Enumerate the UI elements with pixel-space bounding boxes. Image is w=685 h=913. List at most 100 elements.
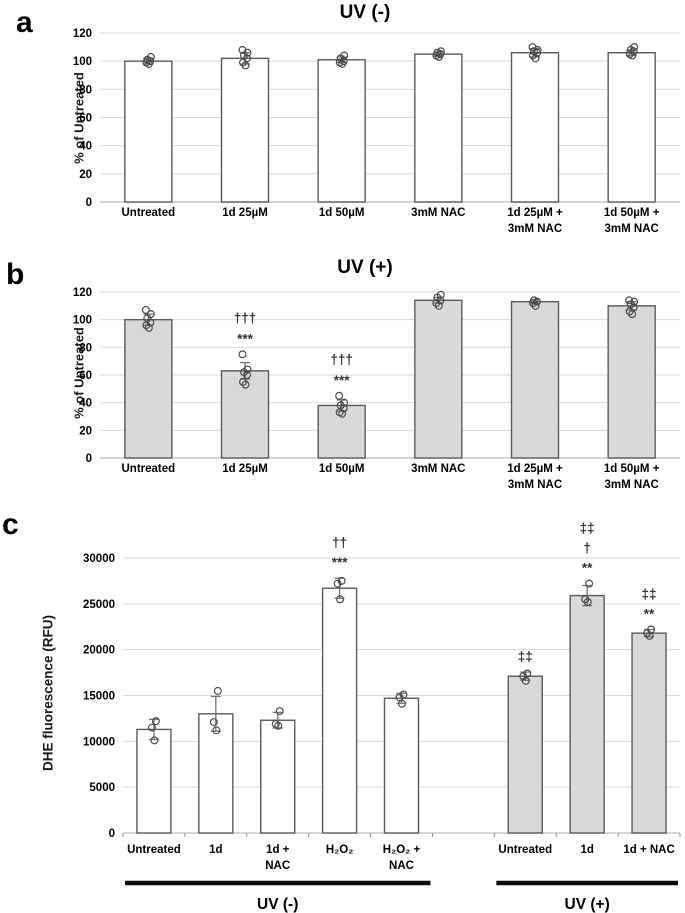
y-tick-label: 15000 [83, 691, 115, 703]
significance-label: ††† [330, 352, 353, 367]
y-tick-label: 40 [79, 141, 92, 153]
x-category-label: 3mM NAC [411, 207, 465, 219]
x-category-label: 1d 50µM [319, 207, 365, 219]
x-category-label: 1d + [266, 844, 290, 856]
bar [631, 632, 667, 834]
data-point [336, 595, 345, 604]
bar [569, 594, 605, 834]
chart-title-a: UV (-) [339, 2, 391, 23]
y-tick-label: 60 [79, 370, 92, 382]
data-point [150, 736, 159, 745]
data-point [275, 707, 284, 716]
y-tick-label: 0 [86, 453, 92, 465]
bar [383, 697, 420, 834]
bar [510, 52, 560, 203]
x-category-label: 1d 25µM [222, 207, 268, 219]
bar [136, 728, 172, 834]
x-category-label: 1d 25µM [222, 463, 268, 475]
data-point [581, 595, 590, 604]
significance-label: *** [332, 555, 349, 570]
x-category-label: Untreated [121, 463, 175, 475]
bar [414, 299, 463, 459]
significance-label: † [583, 541, 591, 556]
data-point [585, 579, 594, 588]
data-point [213, 686, 222, 695]
x-category-label: 3mM NAC [605, 479, 659, 491]
data-point [271, 719, 280, 728]
bar [124, 60, 173, 203]
data-point [147, 723, 156, 732]
x-category-label: NAC [389, 860, 414, 872]
bar [510, 300, 560, 459]
x-category-label: H₂O₂ [326, 844, 353, 856]
x-category-label: Untreated [127, 844, 181, 856]
x-category-label: Untreated [121, 207, 175, 219]
bar [317, 59, 366, 203]
bar [321, 587, 358, 834]
data-point [238, 350, 247, 359]
data-point [647, 625, 656, 634]
y-tick-label: 20000 [83, 645, 115, 657]
significance-label: ‡‡ [518, 649, 533, 664]
y-tick-label: 5000 [89, 782, 115, 794]
significance-label: ‡‡ [642, 587, 657, 602]
y-tick-label: 120 [73, 28, 92, 40]
bar [220, 57, 270, 203]
chart-title-b: UV (+) [337, 257, 393, 278]
bar [507, 675, 543, 834]
significance-label: ‡‡ [580, 521, 595, 536]
data-point [436, 47, 445, 56]
panel-label-a: a [16, 6, 33, 39]
panel-label-c: c [2, 508, 19, 541]
bar-chart-a: 0 20 40 60 80 100 120 Untreated 1d 25µM 1d 50µM 3m… [73, 28, 680, 235]
panel-label-b: b [6, 258, 25, 291]
y-tick-label: 30000 [83, 553, 115, 565]
significance-label: †† [332, 535, 347, 550]
bar [414, 53, 463, 203]
x-category-label: H₂O₂ + [383, 844, 421, 856]
significance-label: ** [582, 561, 593, 576]
data-point [399, 690, 408, 699]
data-point [625, 296, 634, 305]
data-point [340, 51, 349, 60]
x-category-label: 1d 50µM + [604, 207, 660, 219]
data-point [630, 43, 639, 52]
significance-label: ††† [234, 310, 257, 325]
x-category-label: 1d [580, 844, 593, 856]
x-category-label: 1d 25µM + [507, 463, 563, 475]
x-category-label: 3mM NAC [605, 223, 659, 235]
y-tick-label: 40 [79, 398, 92, 410]
y-tick-label: 0 [109, 828, 115, 840]
data-point [337, 576, 346, 585]
data-point [239, 377, 248, 386]
bar [260, 719, 296, 834]
data-point [395, 693, 404, 702]
x-category-label: NAC [265, 860, 290, 872]
x-category-label: 1d + NAC [623, 844, 674, 856]
x-category-label: 1d 50µM [319, 463, 365, 475]
data-point [151, 717, 160, 726]
data-point [141, 305, 150, 314]
data-point [340, 398, 349, 407]
bar-chart-b: 0 20 40 60 80 100 120 Untreated *** ††† 1d 25µM ***… [73, 287, 680, 491]
data-point [529, 296, 538, 305]
bar [607, 52, 656, 203]
y-tick-label: 0 [86, 197, 92, 209]
y-tick-label: 25000 [83, 599, 115, 611]
y-tick-label: 120 [73, 287, 92, 299]
data-point [212, 726, 221, 735]
data-point [521, 676, 530, 685]
y-tick-label: 20 [79, 425, 92, 437]
bar [607, 305, 656, 459]
significance-label: ** [644, 607, 655, 622]
data-point [238, 45, 247, 54]
data-point [146, 310, 155, 319]
bar [317, 404, 366, 459]
y-tick-label: 80 [79, 84, 92, 96]
significance-label: *** [237, 331, 254, 346]
y-tick-label: 10000 [83, 736, 115, 748]
significance-label: *** [334, 373, 351, 388]
data-point [335, 58, 344, 67]
data-point [333, 579, 342, 588]
